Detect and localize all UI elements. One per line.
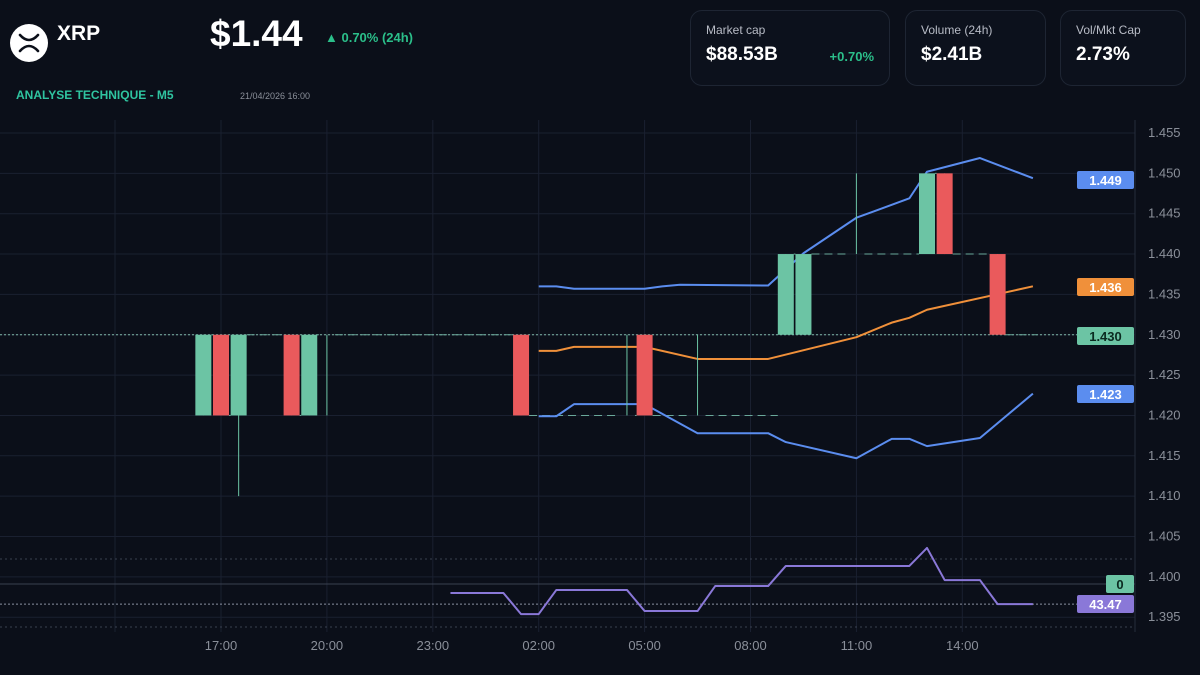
y-tick-label: 1.410 [1148,488,1181,503]
candle-body [195,334,212,416]
stat-change: +0.70% [829,49,874,64]
price-tag-bg [1077,385,1134,403]
last-price-tag: 1.430 [1077,327,1134,345]
candle [301,334,318,416]
volume-card: Volume (24h) $2.41B [905,10,1046,86]
candle-body [513,334,530,416]
y-tick-label: 1.425 [1148,367,1181,382]
symbol: XRP [57,22,101,45]
candle-body [283,334,300,416]
candle [989,254,1006,335]
price-tag-text: 0 [1116,577,1123,592]
x-tick-label: 20:00 [311,638,344,653]
price-tag-text: 1.436 [1089,280,1122,295]
price-tag-text: 1.430 [1089,329,1122,344]
upper-band-tag: 1.449 [1077,171,1134,189]
price-tag-bg [1077,171,1134,189]
y-tick-label: 1.430 [1148,327,1181,342]
y-tick-label: 1.445 [1148,206,1181,221]
y-tick-label: 1.420 [1148,407,1181,422]
x-tick-label: 02:00 [522,638,555,653]
candle [919,173,935,255]
candle-body [919,173,935,255]
price-tag-bg [1106,575,1134,593]
price-tag-bg [1077,595,1134,613]
price-tag-text: 43.47 [1089,597,1122,612]
stat-label: Vol/Mkt Cap [1076,23,1141,37]
price-tag-text: 1.423 [1089,387,1122,402]
candle-body [989,254,1006,335]
stat-label: Market cap [706,23,766,37]
y-tick-label: 1.415 [1148,448,1181,463]
candle-body [795,254,812,335]
price-tag-bg [1077,327,1134,345]
candle-body [936,173,953,255]
candle [936,173,953,255]
zero-tag: 0 [1106,575,1134,593]
candle [777,254,794,335]
x-tick-label: 14:00 [946,638,979,653]
x-tick-label: 05:00 [628,638,661,653]
rsi-tag: 43.47 [1077,595,1134,613]
timestamp: 21/04/2026 16:00 [240,91,311,101]
price-change: ▲ 0.70% (24h) [325,30,414,45]
lower-band-tag: 1.423 [1077,385,1134,403]
x-tick-label: 08:00 [734,638,767,653]
candle-body [777,254,794,335]
candle-body [230,334,247,416]
candle [283,334,300,416]
stat-value: $2.41B [921,44,983,65]
stat-label: Volume (24h) [921,23,993,37]
candle [213,334,229,416]
y-tick-label: 1.440 [1148,246,1181,261]
x-tick-label: 23:00 [417,638,450,653]
y-tick-label: 1.450 [1148,165,1181,180]
rsi-line [450,546,1033,616]
candle [195,334,212,416]
stat-value: 2.73% [1076,44,1130,65]
candle-body [301,334,318,416]
y-tick-label: 1.395 [1148,609,1181,624]
price-tag-text: 1.449 [1089,173,1122,188]
candle [230,334,247,497]
bollinger-middle-line [538,285,1034,360]
middle-band-tag: 1.436 [1077,278,1134,296]
x-tick-label: 17:00 [205,638,238,653]
current-price: $1.44 [210,13,303,54]
y-tick-label: 1.400 [1148,569,1181,584]
candle-body [636,334,653,416]
vol-mkt-cap-card: Vol/Mkt Cap 2.73% [1060,10,1186,86]
price-tag-bg [1077,278,1134,296]
x-tick-label: 11:00 [841,638,873,653]
y-tick-label: 1.455 [1148,125,1181,140]
candle [795,254,812,335]
market-cap-card: Market cap $88.53B +0.70% [690,10,890,86]
y-tick-label: 1.405 [1148,529,1181,544]
stat-value: $88.53B [706,44,778,65]
candle-body [213,334,229,416]
bollinger-lower-line [538,392,1034,460]
candle [636,334,653,416]
y-tick-label: 1.435 [1148,286,1181,301]
xrp-logo-icon [10,24,48,62]
section-title: ANALYSE TECHNIQUE - M5 [16,88,174,102]
candle [513,334,530,416]
